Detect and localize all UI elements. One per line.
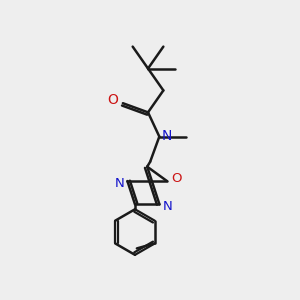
Text: N: N [161,129,172,142]
Text: O: O [107,93,118,107]
Text: N: N [162,200,172,213]
Text: O: O [171,172,181,184]
Text: N: N [115,176,124,190]
